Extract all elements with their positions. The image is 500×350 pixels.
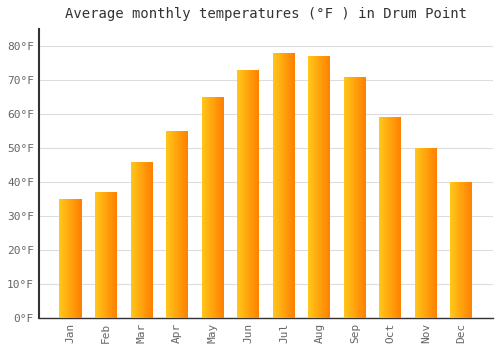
Title: Average monthly temperatures (°F ) in Drum Point: Average monthly temperatures (°F ) in Dr…: [65, 7, 467, 21]
